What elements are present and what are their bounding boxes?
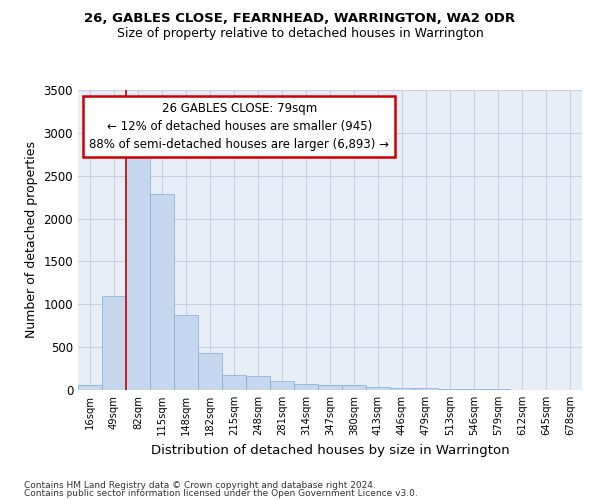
- X-axis label: Distribution of detached houses by size in Warrington: Distribution of detached houses by size …: [151, 444, 509, 456]
- Bar: [126, 156, 150, 390]
- Text: Contains public sector information licensed under the Open Government Licence v3: Contains public sector information licen…: [24, 489, 418, 498]
- Bar: [486, 389, 510, 390]
- Text: Size of property relative to detached houses in Warrington: Size of property relative to detached ho…: [116, 28, 484, 40]
- Bar: [390, 388, 414, 390]
- Bar: [342, 386, 366, 390]
- Bar: [198, 353, 222, 390]
- Text: Contains HM Land Registry data © Crown copyright and database right 2024.: Contains HM Land Registry data © Crown c…: [24, 480, 376, 490]
- Text: 26 GABLES CLOSE: 79sqm
← 12% of detached houses are smaller (945)
88% of semi-de: 26 GABLES CLOSE: 79sqm ← 12% of detached…: [89, 102, 389, 151]
- Bar: [270, 382, 294, 390]
- Text: 26, GABLES CLOSE, FEARNHEAD, WARRINGTON, WA2 0DR: 26, GABLES CLOSE, FEARNHEAD, WARRINGTON,…: [85, 12, 515, 26]
- Bar: [438, 388, 462, 390]
- Bar: [318, 386, 342, 390]
- Bar: [414, 388, 438, 390]
- Bar: [102, 296, 126, 390]
- Y-axis label: Number of detached properties: Number of detached properties: [25, 142, 38, 338]
- Bar: [294, 384, 318, 390]
- Bar: [174, 316, 198, 390]
- Bar: [78, 386, 102, 390]
- Bar: [222, 375, 246, 390]
- Bar: [462, 389, 486, 390]
- Bar: [366, 387, 390, 390]
- Bar: [150, 194, 174, 390]
- Bar: [246, 376, 270, 390]
